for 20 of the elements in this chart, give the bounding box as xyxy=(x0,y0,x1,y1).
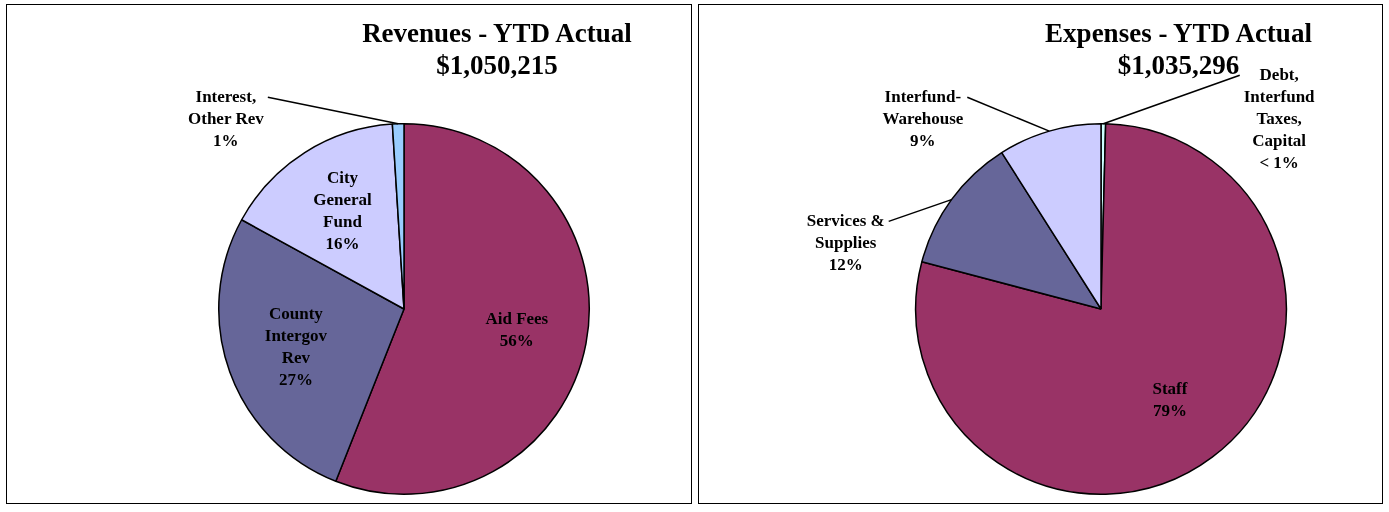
slice-label: County Intergov Rev xyxy=(264,304,328,368)
chart-subtitle: $1,035,296 xyxy=(1117,50,1240,80)
slice-label: Staff xyxy=(1151,379,1188,399)
data-label: 79% xyxy=(1152,401,1187,421)
slice-label: City General Fund xyxy=(313,168,372,232)
slice-label: Services & Supplies xyxy=(806,210,885,252)
slice-label: Interest, Other Rev xyxy=(188,86,265,128)
chart-title: Expenses - YTD Actual xyxy=(1044,17,1313,49)
data-label: 56% xyxy=(499,330,534,350)
chart-title: Revenues - YTD Actual xyxy=(361,17,633,49)
data-label: 9% xyxy=(909,130,936,150)
data-label: 1% xyxy=(213,130,239,150)
data-label: 12% xyxy=(828,254,863,274)
slice-label: Debt, Interfund Taxes, Capital xyxy=(1243,64,1315,150)
slice-label: Aid Fees xyxy=(485,308,549,328)
chart-subtitle: $1,050,215 xyxy=(435,49,559,81)
slice-label: Interfund-Warehouse xyxy=(881,86,964,128)
data-label: 27% xyxy=(278,370,313,390)
data-label: 16% xyxy=(325,234,360,254)
data-label: < 1% xyxy=(1258,152,1299,172)
